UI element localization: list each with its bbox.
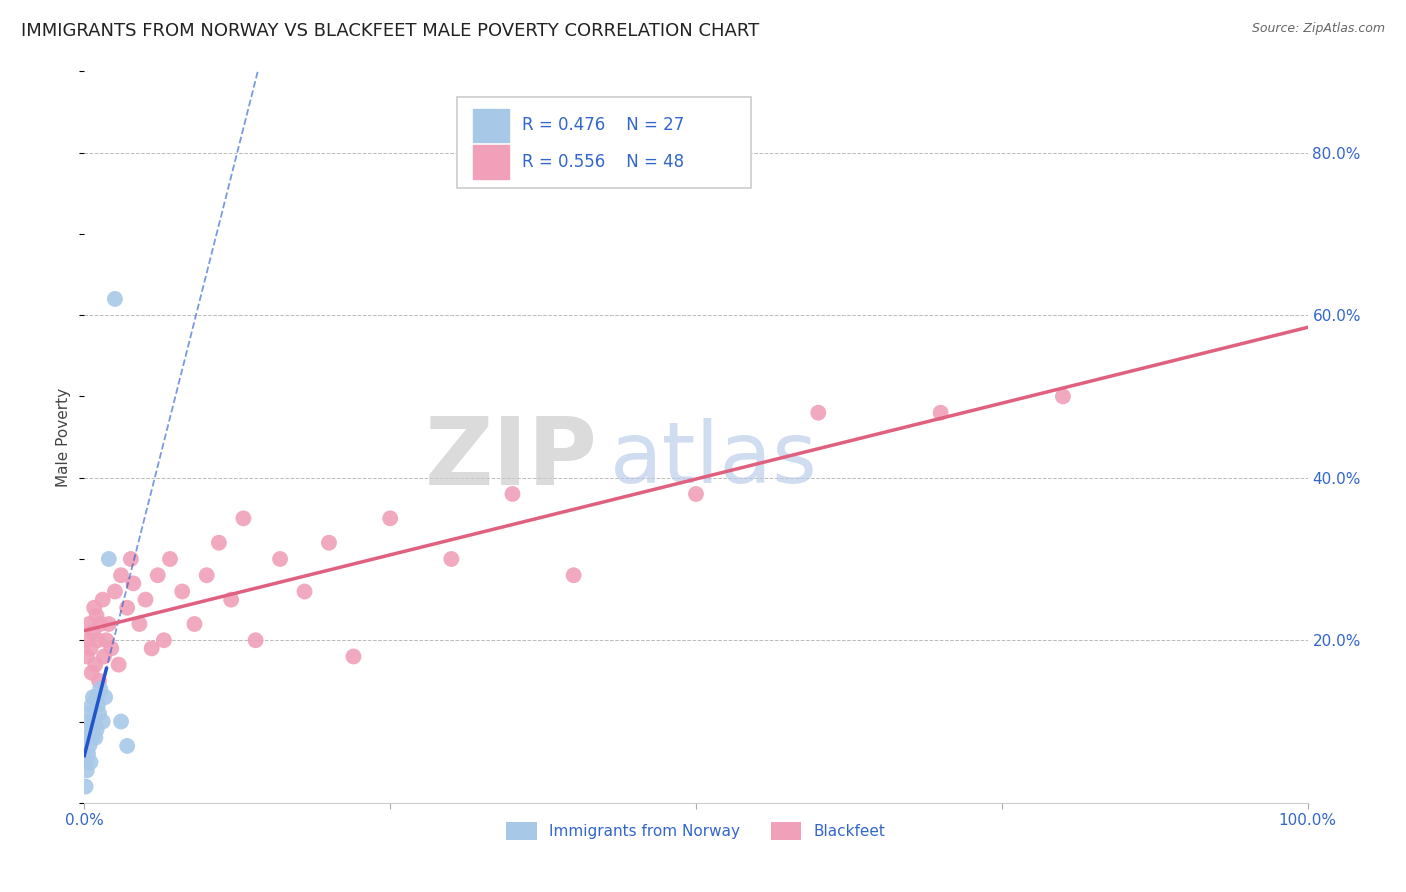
Point (269, 552, 291, 566)
Point (87, 706, 110, 721)
Point (208, 535, 231, 549)
Point (77, 706, 100, 721)
Point (135, 592, 157, 607)
Text: R = 0.476    N = 27: R = 0.476 N = 27 (522, 117, 685, 135)
Point (77, 723, 100, 737)
Point (562, 568, 585, 582)
Point (1052, 389, 1074, 403)
Point (96, 633, 118, 648)
Point (128, 617, 150, 632)
Point (83, 714, 105, 729)
Point (219, 592, 242, 607)
FancyBboxPatch shape (474, 109, 509, 143)
Point (122, 576, 145, 591)
Point (76, 649, 98, 664)
Point (929, 406, 952, 420)
Point (159, 552, 181, 566)
Point (100, 641, 122, 656)
Point (195, 568, 218, 582)
Point (75, 755, 97, 769)
Point (77, 617, 100, 632)
Point (97, 552, 120, 566)
Point (80, 731, 103, 745)
Text: IMMIGRANTS FROM NORWAY VS BLACKFEET MALE POVERTY CORRELATION CHART: IMMIGRANTS FROM NORWAY VS BLACKFEET MALE… (21, 22, 759, 40)
Text: atlas: atlas (610, 417, 818, 500)
Point (77, 739, 100, 753)
Point (83, 600, 105, 615)
Point (77, 747, 100, 761)
Point (89, 681, 111, 696)
Point (245, 633, 267, 648)
Point (82, 625, 104, 640)
Text: ZIP: ZIP (425, 413, 598, 505)
Point (110, 714, 132, 729)
Point (440, 552, 463, 566)
Point (91, 592, 114, 607)
Point (115, 739, 138, 753)
Point (183, 617, 205, 632)
Y-axis label: Male Poverty: Male Poverty (56, 387, 72, 487)
Point (76, 731, 98, 745)
Point (104, 292, 127, 306)
Point (685, 487, 707, 501)
Point (93, 649, 115, 664)
Legend: Immigrants from Norway, Blackfeet: Immigrants from Norway, Blackfeet (501, 815, 891, 847)
Point (87, 633, 110, 648)
Point (104, 584, 127, 599)
Point (380, 511, 402, 525)
Point (76, 764, 98, 778)
Point (91, 714, 114, 729)
Point (294, 584, 316, 599)
Point (84, 731, 107, 745)
Point (502, 487, 524, 501)
Point (86, 723, 108, 737)
Point (807, 406, 830, 420)
Point (75, 780, 97, 794)
Point (82, 723, 104, 737)
Point (153, 633, 176, 648)
Point (342, 649, 364, 664)
Point (146, 568, 169, 582)
Point (89, 617, 111, 632)
Point (87, 673, 110, 688)
Point (110, 568, 132, 582)
Point (232, 511, 254, 525)
Text: Source: ZipAtlas.com: Source: ZipAtlas.com (1251, 22, 1385, 36)
Point (84, 657, 107, 672)
Point (79, 641, 101, 656)
Point (82, 690, 104, 705)
Point (120, 552, 142, 566)
Text: R = 0.556    N = 48: R = 0.556 N = 48 (522, 153, 685, 171)
FancyBboxPatch shape (474, 145, 509, 179)
Point (80, 665, 103, 680)
Point (86, 690, 108, 705)
Point (115, 600, 138, 615)
Point (318, 535, 340, 549)
Point (79, 714, 101, 729)
Point (79, 755, 101, 769)
Point (87, 698, 110, 713)
Point (77, 633, 100, 648)
Point (172, 584, 194, 599)
Point (94, 690, 117, 705)
Point (86, 608, 108, 623)
Point (107, 657, 129, 672)
Point (80, 698, 103, 713)
Point (97, 617, 120, 632)
FancyBboxPatch shape (457, 97, 751, 188)
Point (141, 641, 163, 656)
